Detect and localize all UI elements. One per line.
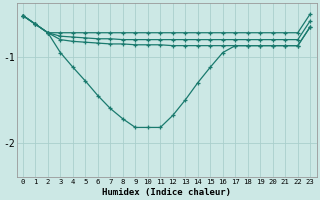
X-axis label: Humidex (Indice chaleur): Humidex (Indice chaleur)	[102, 188, 231, 197]
